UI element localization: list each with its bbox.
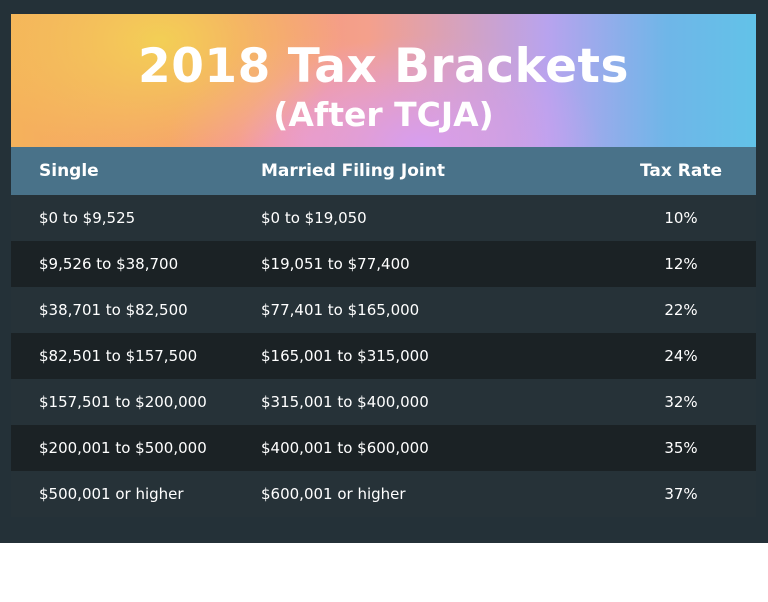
cell-married: $400,001 to $600,000	[261, 439, 429, 457]
cell-married: $0 to $19,050	[261, 209, 367, 227]
table-row: $157,501 to $200,000 $315,001 to $400,00…	[11, 379, 756, 425]
table-row: $9,526 to $38,700 $19,051 to $77,400 12%	[11, 241, 756, 287]
cell-married: $19,051 to $77,400	[261, 255, 410, 273]
page-subtitle: (After TCJA)	[273, 95, 494, 134]
cell-rate: 12%	[664, 255, 698, 273]
cell-rate: 10%	[664, 209, 698, 227]
cell-married: $77,401 to $165,000	[261, 301, 420, 319]
table-row: $200,001 to $500,000 $400,001 to $600,00…	[11, 425, 756, 471]
column-header-married-filing-joint: Married Filing Joint	[261, 161, 445, 181]
cell-single: $157,501 to $200,000	[39, 393, 207, 411]
cell-single: $0 to $9,525	[39, 209, 136, 227]
cell-single: $200,001 to $500,000	[39, 439, 207, 457]
table-row: $500,001 or higher $600,001 or higher 37…	[11, 471, 756, 517]
table-header: Single Married Filing Joint Tax Rate	[11, 147, 756, 195]
cell-married: $315,001 to $400,000	[261, 393, 429, 411]
cell-single: $500,001 or higher	[39, 485, 184, 503]
cell-rate: 22%	[664, 301, 698, 319]
cell-rate: 32%	[664, 393, 698, 411]
cell-rate: 35%	[664, 439, 698, 457]
cell-married: $165,001 to $315,000	[261, 347, 429, 365]
column-header-tax-rate: Tax Rate	[640, 161, 722, 181]
page-title: 2018 Tax Brackets	[138, 39, 629, 94]
cell-rate: 37%	[664, 485, 698, 503]
cell-rate: 24%	[664, 347, 698, 365]
table-row: $0 to $9,525 $0 to $19,050 10%	[11, 195, 756, 241]
cell-single: $82,501 to $157,500	[39, 347, 198, 365]
cell-married: $600,001 or higher	[261, 485, 406, 503]
column-header-single: Single	[39, 161, 99, 181]
tax-bracket-card: 2018 Tax Brackets (After TCJA) Single Ma…	[0, 0, 768, 543]
table-body: $0 to $9,525 $0 to $19,050 10% $9,526 to…	[11, 195, 756, 517]
cell-single: $38,701 to $82,500	[39, 301, 188, 319]
table-row: $38,701 to $82,500 $77,401 to $165,000 2…	[11, 287, 756, 333]
cell-single: $9,526 to $38,700	[39, 255, 179, 273]
table-row: $82,501 to $157,500 $165,001 to $315,000…	[11, 333, 756, 379]
title-banner: 2018 Tax Brackets (After TCJA)	[11, 14, 756, 147]
